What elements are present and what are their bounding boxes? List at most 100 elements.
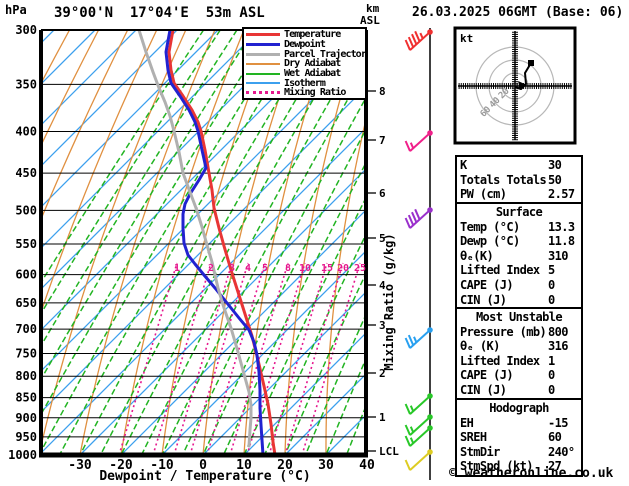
legend-item-dry-adiabat: Dry Adiabat: [244, 58, 365, 69]
temperature-tick-label: -20: [109, 458, 133, 473]
wind-barb-feather: [414, 208, 421, 220]
mixing-ratio-value-label: 3: [229, 263, 235, 274]
pressure-tick-label: 300: [15, 23, 37, 37]
stat-label: Lifted Index: [460, 353, 540, 368]
legend: Temperature Dewpoint Parcel Trajectory Dry …: [242, 27, 367, 100]
wind-barb-700: [404, 327, 433, 349]
station-title: 39°00'N 17°04'E 53m ASL: [54, 5, 265, 21]
pressure-axis-unit: hPa: [5, 3, 27, 17]
mixing-ratio-line: [189, 262, 249, 455]
mixing-ratio-value-label: 10: [299, 263, 311, 274]
legend-swatch: [246, 91, 280, 95]
sounding-curves: [137, 30, 277, 455]
stat-value: 310: [548, 248, 568, 263]
legend-item-isotherm: Isotherm: [244, 77, 365, 89]
stat-value: -15: [548, 415, 568, 430]
x-axis-label: Dewpoint / Temperature (°C): [99, 469, 311, 484]
wind-barb-column: [404, 28, 433, 480]
stat-row: CAPE (J) 0: [457, 368, 581, 383]
stat-row: EH -15: [457, 416, 581, 431]
wind-barb-feather: [404, 424, 411, 436]
legend-swatch: [246, 62, 280, 65]
temperature-tick-label: -30: [68, 458, 92, 473]
mixing-ratio-line: [284, 262, 344, 455]
wind-barb-shaft: [409, 329, 431, 349]
stat-value: 0: [548, 277, 555, 292]
mixing-ratio-line: [268, 262, 328, 455]
pressure-tick-label: 950: [15, 430, 37, 444]
wind-barb-shaft: [409, 416, 431, 436]
stat-label: θₑ (K): [460, 339, 500, 354]
dry-adiabat-line: [41, 30, 129, 221]
stat-value: 0: [548, 368, 555, 383]
stat-row: θₑ (K) 316: [457, 339, 581, 354]
legend-swatch: [246, 72, 280, 75]
legend-swatch: [246, 43, 280, 47]
mixing-ratio-value-label: 15: [321, 263, 333, 274]
km-tick-label: 7: [379, 134, 386, 147]
wind-barb-shaft: [409, 451, 431, 471]
legend-label: Isotherm: [284, 77, 326, 89]
wind-barb-feather: [404, 403, 411, 415]
hodograph-table: Hodograph EH -15 SREH 60 StmDir 240° StmSpd (kt…: [455, 398, 583, 477]
stat-label: θₑ(K): [460, 248, 494, 263]
wind-barb-feather: [404, 39, 411, 51]
wind-barb-300: [404, 29, 433, 51]
wind-barb-feather: [411, 211, 418, 223]
stat-value: 0: [548, 292, 555, 307]
stat-label: PW (cm): [460, 187, 507, 202]
pressure-tick-label: 850: [15, 391, 37, 405]
wet-adiabat-line: [41, 30, 221, 315]
isotherm-line: [41, 30, 260, 249]
pressure-tick-label: 450: [15, 166, 37, 180]
stat-value: 0: [548, 382, 555, 397]
table-title: Most Unstable: [475, 310, 563, 324]
stat-label: Pressure (mb): [460, 324, 547, 339]
most-unstable-table: Most Unstable Pressure (mb) 800 θₑ (K) 316 Li…: [455, 307, 583, 401]
mixing-ratio-axis-label: Mixing Ratio (g/kg): [382, 233, 396, 370]
wind-barb-feather: [404, 217, 411, 229]
table-title: Surface: [495, 205, 543, 219]
wind-barb-half-feather: [409, 426, 415, 433]
legend-swatch: [246, 33, 280, 37]
pressure-tick-label: 800: [15, 369, 37, 383]
wind-barb-400: [404, 130, 433, 152]
wind-barb-half-feather: [413, 336, 418, 343]
km-tick-label: 1: [379, 411, 386, 424]
wind-barb-half-feather: [409, 142, 415, 149]
isotherm-line: [202, 290, 367, 455]
stat-value: 800: [548, 324, 568, 339]
legend-label: Mixing Ratio: [284, 87, 346, 99]
stat-label: CAPE (J): [460, 368, 514, 383]
mixing-ratio-value-label: 4: [245, 263, 251, 274]
legend-item-temperature: Temperature: [244, 29, 365, 40]
mixing-ratio-line: [173, 262, 233, 455]
wind-barb-feather: [404, 337, 411, 349]
wind-barb-feather: [414, 30, 421, 42]
stat-row: Dewp (°C) 11.8: [457, 234, 581, 249]
stat-label: Lifted Index: [460, 263, 540, 278]
stat-row: K 30: [457, 158, 581, 173]
isotherm-line: [41, 85, 367, 413]
run-datetime: 26.03.2025 06GMT (Base: 06): [412, 5, 624, 20]
wind-barb-1000: [404, 449, 433, 471]
wind-barb-half-feather: [409, 437, 415, 444]
legend-item-wet-adiabat: Wet Adiabat: [244, 68, 365, 79]
temperature-tick-label: 20: [277, 458, 293, 473]
wind-barb-feather: [407, 36, 415, 48]
wind-barb-feather: [404, 140, 411, 152]
km-tick-label: 3: [379, 319, 386, 332]
mixing-ratio-line: [152, 262, 212, 455]
stat-row: PW (cm) 2.57: [457, 187, 581, 202]
isotherm-line: [243, 331, 367, 455]
temperature-tick-label: 30: [318, 458, 334, 473]
wind-barb-feather: [404, 435, 411, 447]
axis-labels: 3003504004505005506006507007508008509009…: [8, 23, 399, 473]
stat-row: CIN (J) 0: [457, 383, 581, 398]
stat-label: Totals Totals: [460, 172, 547, 187]
isotherm-line: [41, 30, 219, 208]
hodograph-trace-end-marker: [528, 60, 534, 66]
stat-value: 11.8: [548, 234, 575, 249]
wet-adiabat-line: [263, 230, 367, 455]
pressure-tick-label: 400: [15, 125, 37, 139]
